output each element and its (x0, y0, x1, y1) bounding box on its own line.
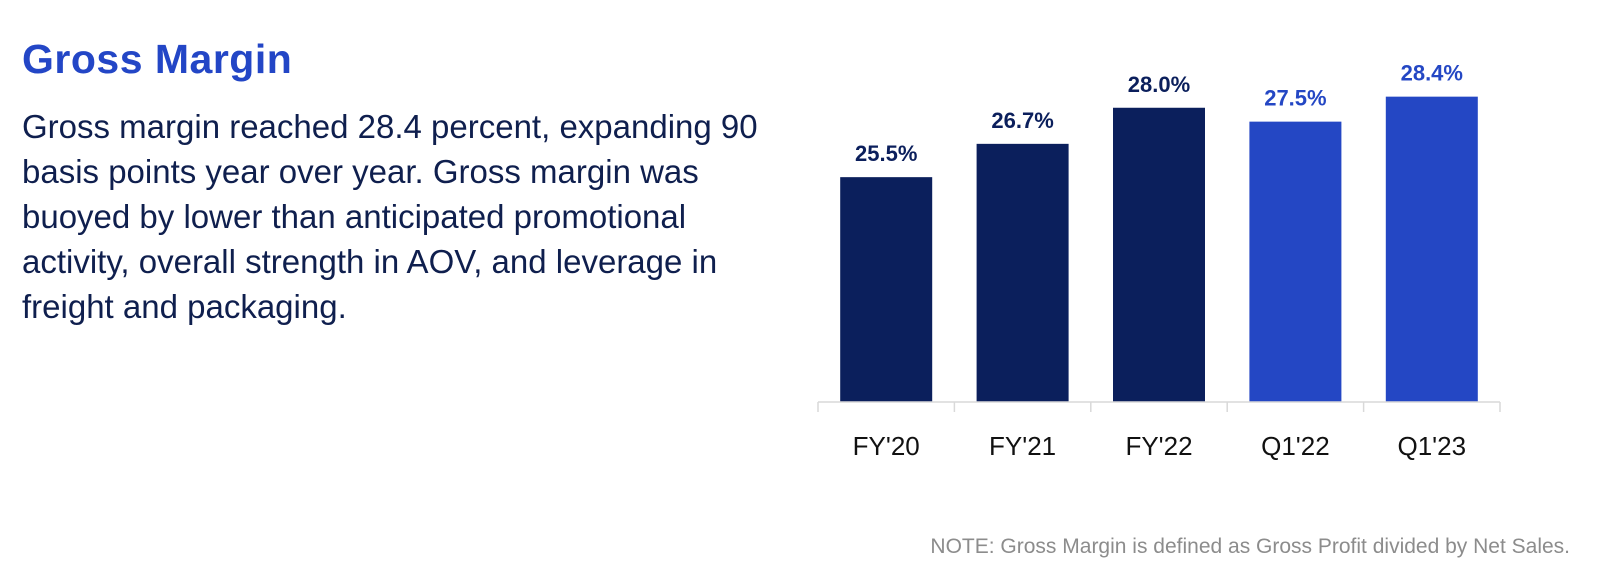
data-label: 28.4% (1401, 61, 1463, 86)
bar-q122 (1249, 121, 1342, 402)
bars-group (840, 96, 1478, 403)
footnote: NOTE: Gross Margin is defined as Gross P… (930, 535, 1570, 558)
gross-margin-chart: 25.5%26.7%28.0%27.5%28.4% FY'20 FY'21 FY'2… (817, 61, 1501, 461)
page-title: Gross Margin (22, 36, 293, 82)
bar-fy22 (1113, 107, 1205, 403)
bar-fy21 (976, 143, 1069, 402)
data-label: 25.5% (855, 141, 917, 166)
bar-q123 (1385, 96, 1478, 402)
data-label: 26.7% (991, 108, 1053, 133)
x-tick-label: Q1'22 (1261, 431, 1330, 461)
value-labels-group: 25.5% 26.7% 28.0% 27.5% 28.4% (855, 61, 1463, 166)
x-tick-label: FY'22 (1125, 431, 1192, 461)
description-text: Gross margin reached 28.4 percent, expan… (22, 108, 758, 325)
data-label: 28.0% (1128, 72, 1190, 97)
bar-fy20 (840, 177, 933, 402)
x-tick-label: FY'21 (989, 431, 1056, 461)
data-label: 27.5% (1264, 86, 1326, 111)
x-tick-label: Q1'23 (1398, 431, 1467, 461)
tick-labels-group: FY'20 FY'21 FY'22 Q1'22 Q1'23 (853, 431, 1466, 461)
x-tick-label: FY'20 (853, 431, 920, 461)
axis-ticks-group (817, 402, 1501, 412)
